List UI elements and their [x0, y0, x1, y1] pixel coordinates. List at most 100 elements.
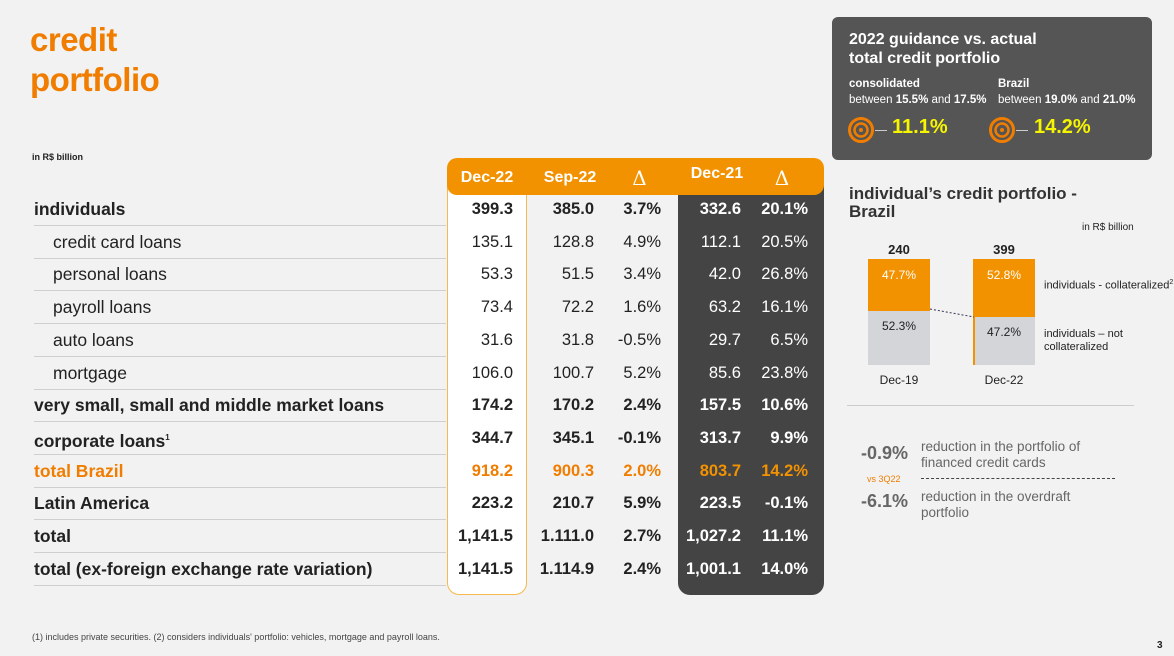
cell-delta-y: 20.5% [761, 232, 808, 251]
cell-sep-22: 51.5 [561, 265, 594, 284]
row-label-text: payroll loans [53, 297, 152, 318]
row-label-text: total [34, 526, 71, 546]
unit-label: in R$ billion [32, 152, 83, 162]
cell-delta-y: 14.2% [761, 461, 808, 480]
cell-dec-21: 112.1 [700, 232, 741, 251]
footnote-ref: 1 [165, 432, 170, 442]
cell-dec-22: 399.3 [471, 200, 513, 218]
cell-sep-22: 72.2 [561, 298, 594, 317]
between-text: between [849, 94, 896, 106]
cell-sep-22: 128.8 [552, 232, 594, 251]
and-text: and [928, 94, 954, 106]
cell-delta-q: 2.0% [623, 461, 661, 480]
bar-not-collateralized-label: 47.2% [986, 325, 1022, 340]
cell-delta-q: 5.2% [623, 363, 661, 382]
cell-dec-21: 85.6 [708, 363, 741, 382]
cell-dec-21: 803.7 [699, 461, 741, 480]
row-label-text: individuals [34, 199, 126, 219]
bar-collateralized-label: 52.8% [986, 268, 1022, 282]
guidance-title-1: 2022 guidance vs. actual [849, 31, 1037, 48]
row-label: mortgage [34, 357, 446, 390]
table-row: Latin America 223.2 210.7 5.9% 223.5 -0.1% [34, 487, 824, 521]
guidance-title-2: total credit portfolio [849, 50, 1001, 67]
high-value: 21.0% [1102, 94, 1136, 106]
overdraft-change: -6.1% [861, 491, 909, 511]
guidance-box: 2022 guidance vs. actual total credit por… [832, 17, 1152, 160]
table-header: Dec-22 Sep-22 Δ Dec-21 Δ [447, 158, 824, 195]
cell-dec-22: 918.2 [471, 461, 513, 480]
cell-delta-y: 11.1% [762, 527, 808, 545]
table-row: mortgage 106.0 100.7 5.2% 85.6 23.8% [34, 357, 824, 390]
bar-total-label: 399 [993, 242, 1015, 257]
header-delta-2: Δ [774, 166, 790, 190]
cell-dec-22: 1,141.5 [457, 527, 513, 545]
cell-dec-22: 106.0 [471, 363, 513, 382]
legend-collateralized: individuals - collateralized2 [1044, 276, 1173, 293]
connector-line [1016, 130, 1028, 131]
table-row: total 1,141.5 1.111.0 2.7% 1,027.2 11.1% [34, 520, 824, 553]
row-label-text: total (ex-foreign exchange rate variatio… [34, 558, 373, 579]
cell-delta-y: 6.5% [770, 330, 808, 349]
cell-delta-q: 2.4% [623, 559, 661, 578]
title-line-2: portfolio [30, 61, 160, 98]
header-dec-22: Dec-22 [460, 169, 514, 186]
brazil-label: Brazil [998, 78, 1030, 90]
cell-delta-q: 3.7% [623, 200, 661, 218]
table-row: total (ex-foreign exchange rate variatio… [34, 553, 824, 586]
high-value: 17.5% [953, 94, 987, 106]
bar-category-label: Dec-19 [879, 373, 919, 387]
cell-delta-y: 23.8% [761, 363, 808, 382]
individual-chart-title: individual’s credit portfolio - Brazil [849, 185, 1077, 221]
cell-sep-22: 100.7 [552, 363, 594, 382]
row-label: very small, small and middle market loan… [34, 389, 446, 423]
table-row: auto loans 31.6 31.8 -0.5% 29.7 6.5% [34, 324, 824, 357]
cell-delta-y: 10.6% [761, 396, 808, 415]
cell-dec-21: 1,027.2 [685, 527, 741, 545]
cell-delta-y: 16.1% [761, 298, 808, 317]
row-label-text: total Brazil [34, 460, 124, 481]
consolidated-actual: 11.1% [892, 116, 948, 138]
row-label-text: credit card loans [53, 231, 182, 252]
brazil-actual: 14.2% [1034, 116, 1091, 138]
connector-line [875, 130, 887, 131]
row-label-text: corporate loans [34, 430, 166, 451]
between-text: between [998, 94, 1045, 106]
cell-dec-22: 135.1 [471, 232, 513, 251]
cell-dec-21: 1,001.1 [685, 559, 741, 578]
row-label: individuals [34, 193, 446, 226]
cell-dec-21: 332.6 [699, 200, 741, 218]
page-title: credit portfolio [30, 20, 160, 100]
table-row: total Brazil 918.2 900.3 2.0% 803.7 14.2% [34, 455, 824, 488]
table-row: credit card loans 135.1 128.8 4.9% 112.1 20.5… [34, 226, 824, 259]
bar-collateralized-label: 47.7% [881, 268, 917, 282]
row-label: personal loans [34, 258, 446, 292]
cell-delta-q: 2.7% [623, 527, 661, 545]
cell-delta-q: -0.5% [617, 330, 661, 349]
table-row: payroll loans 73.4 72.2 1.6% 63.2 16.1% [34, 291, 824, 325]
chart-unit: in R$ billion [1082, 222, 1134, 233]
cell-delta-y: 26.8% [761, 265, 808, 284]
cell-dec-22: 174.2 [471, 396, 513, 415]
legend-not-collateralized: individuals – not collateralized [1044, 328, 1123, 353]
guidance-brazil: Brazil between 19.0% and 21.0% [998, 76, 1135, 108]
row-label: total Brazil [34, 455, 446, 488]
cell-delta-q: 3.4% [623, 265, 661, 284]
row-label: corporate loans1 [34, 422, 446, 455]
dotted-divider [921, 478, 1115, 479]
cell-dec-21: 42.0 [708, 265, 741, 284]
table-row: corporate loans1 344.7 345.1 -0.1% 313.7 9.9% [34, 422, 824, 455]
row-label-text: mortgage [53, 362, 127, 383]
row-label: Latin America [34, 487, 446, 521]
credit-card-description: reduction in the portfolio of financed c… [921, 439, 1081, 470]
cell-dec-21: 29.7 [708, 330, 741, 349]
cell-sep-22: 345.1 [552, 428, 594, 447]
row-label-text: very small, small and middle market loan… [34, 395, 385, 416]
header-delta-1: Δ [632, 166, 647, 190]
footnote-ref: 2 [1169, 279, 1174, 286]
credit-card-change: -0.9% [861, 443, 909, 463]
cell-delta-q: -0.1% [617, 428, 661, 447]
cell-sep-22: 210.7 [552, 494, 594, 513]
cell-delta-q: 2.4% [623, 396, 661, 415]
divider [847, 405, 1134, 406]
bar-category-label: Dec-22 [984, 373, 1024, 387]
